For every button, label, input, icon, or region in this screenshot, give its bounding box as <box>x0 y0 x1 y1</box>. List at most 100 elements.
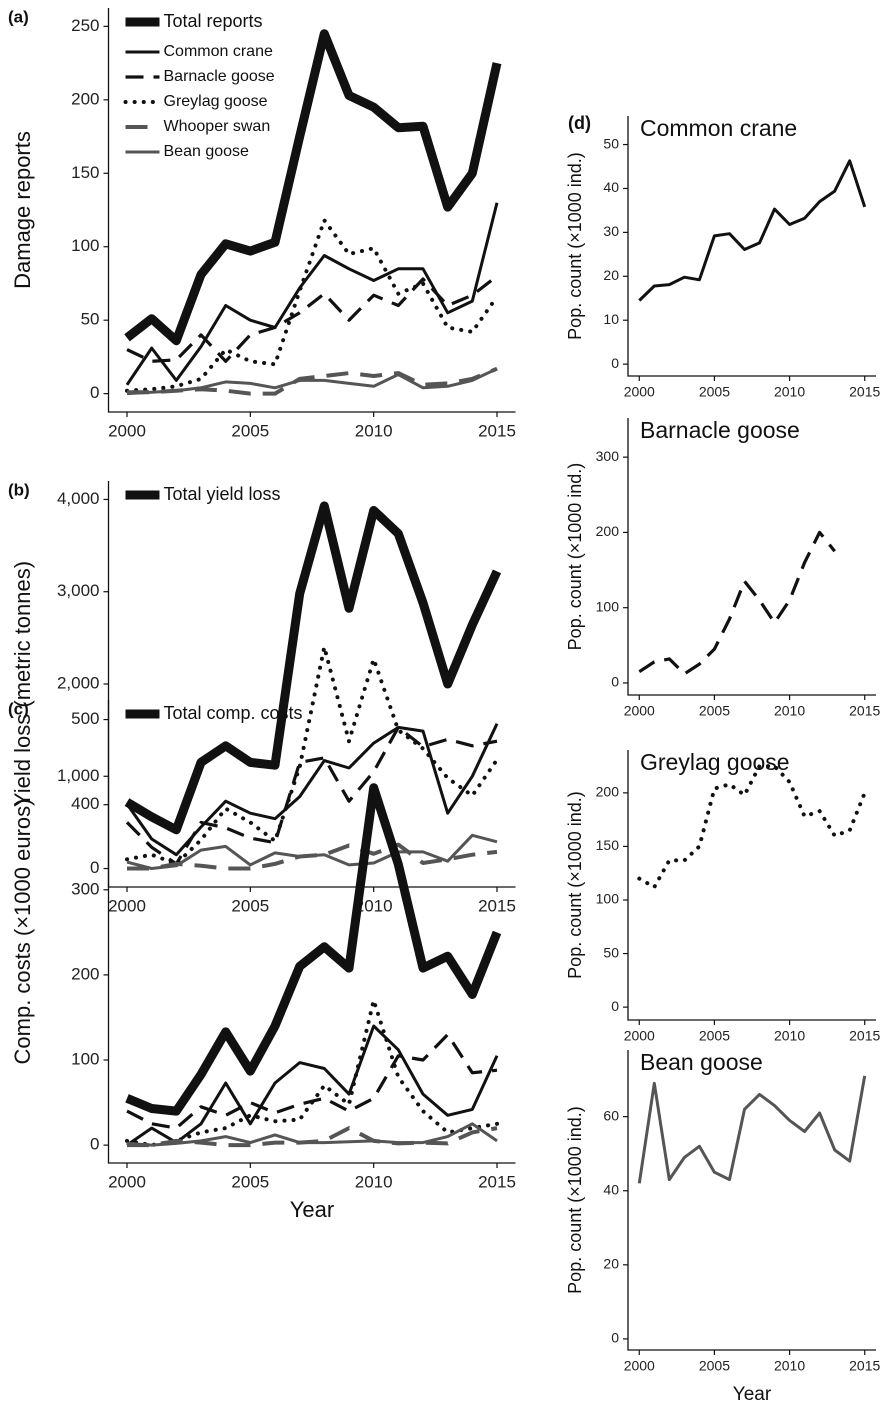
series-line <box>126 1024 499 1147</box>
y-tick-label: 50 <box>81 310 100 329</box>
x-tick-label: 2000 <box>624 1358 655 1374</box>
legend-label: Common crane <box>164 43 273 60</box>
y-tick-label: 100 <box>596 891 620 907</box>
panel-label: (c) <box>8 699 29 718</box>
legend-label: Whooper swan <box>164 118 271 135</box>
y-tick-label: 400 <box>71 794 99 813</box>
legend-label: Total reports <box>164 11 263 31</box>
axis-line <box>627 116 876 377</box>
y-tick-label: 20 <box>603 1256 619 1272</box>
x-tick-label: 2005 <box>231 421 269 440</box>
x-tick-label: 2010 <box>774 384 805 400</box>
series-line <box>124 29 502 346</box>
x-tick-label: 2015 <box>849 703 880 719</box>
x-tick-label: 2010 <box>774 1028 805 1044</box>
axis-line <box>107 8 516 413</box>
x-axis-label: Year <box>290 1197 334 1222</box>
y-tick-label: 0 <box>611 1330 619 1346</box>
y-tick-label: 3,000 <box>57 581 100 600</box>
y-tick-label: 40 <box>603 1181 619 1197</box>
series-line <box>125 725 498 866</box>
x-tick-label: 2005 <box>231 1172 269 1191</box>
panel-label: (d) <box>568 113 591 133</box>
series-line <box>124 501 502 835</box>
y-tick-label: 0 <box>611 674 619 690</box>
y-tick-label: 20 <box>603 267 619 283</box>
y-tick-label: 200 <box>596 523 620 539</box>
x-tick-label: 2015 <box>849 1028 880 1044</box>
y-tick-label: 60 <box>603 1107 619 1123</box>
panel-title: Greylag goose <box>640 749 790 775</box>
y-tick-label: 100 <box>596 598 620 614</box>
legend-label: Barnacle goose <box>164 68 275 85</box>
series-line <box>126 1032 498 1130</box>
y-tick-label: 500 <box>71 709 99 728</box>
y-tick-label: 0 <box>611 998 619 1014</box>
series-line <box>125 218 499 393</box>
axis-line <box>627 1050 876 1351</box>
x-tick-label: 2005 <box>699 1358 730 1374</box>
panel-title: Common crane <box>640 115 797 141</box>
x-tick-label: 2015 <box>849 1358 880 1374</box>
series-line <box>126 833 498 870</box>
series-line <box>125 645 499 866</box>
legend-label: Greylag goose <box>164 93 268 110</box>
y-axis-label: Yield loss (metric tonnes) <box>10 561 35 807</box>
x-tick-label: 2000 <box>108 896 146 915</box>
x-tick-label: 2000 <box>624 384 655 400</box>
x-axis-label: Year <box>733 1384 772 1405</box>
legend-label: Total yield loss <box>164 484 281 504</box>
panel-title: Bean goose <box>640 1049 763 1075</box>
series-line <box>125 723 499 857</box>
y-tick-label: 300 <box>596 448 620 464</box>
y-tick-label: 10 <box>603 311 619 327</box>
y-axis-label: Pop. count (×1000 ind.) <box>565 791 585 979</box>
y-tick-label: 30 <box>603 223 619 239</box>
series-line <box>126 367 498 396</box>
panel-label: (b) <box>8 480 30 499</box>
x-tick-label: 2010 <box>355 896 393 915</box>
legend-label: Bean goose <box>164 143 250 160</box>
x-tick-label: 2010 <box>774 1358 805 1374</box>
x-tick-label: 2015 <box>478 421 516 440</box>
x-tick-label: 2000 <box>108 1172 146 1191</box>
y-tick-label: 2,000 <box>57 673 100 692</box>
y-tick-label: 250 <box>71 16 99 35</box>
y-axis-label: Pop. count (×1000 ind.) <box>565 463 585 651</box>
y-tick-label: 0 <box>90 1135 99 1154</box>
y-tick-label: 0 <box>90 858 99 877</box>
x-tick-label: 2005 <box>699 384 730 400</box>
y-tick-label: 200 <box>596 784 620 800</box>
axis-line <box>627 418 876 696</box>
panel-title: Barnacle goose <box>640 417 800 443</box>
panel-label: (a) <box>8 7 29 26</box>
x-tick-label: 2010 <box>774 703 805 719</box>
axis-line <box>107 700 516 1164</box>
legend-label: Total comp. costs <box>164 703 303 723</box>
y-tick-label: 150 <box>596 837 620 853</box>
x-tick-label: 2000 <box>624 703 655 719</box>
y-tick-label: 40 <box>603 179 619 195</box>
y-tick-label: 100 <box>71 236 99 255</box>
y-tick-label: 50 <box>603 944 619 960</box>
x-tick-label: 2010 <box>355 1172 393 1191</box>
y-tick-label: 0 <box>90 383 99 402</box>
x-tick-label: 2000 <box>108 421 146 440</box>
y-axis-label: Pop. count (×1000 ind.) <box>565 1106 585 1294</box>
y-tick-label: 150 <box>71 163 99 182</box>
x-tick-label: 2010 <box>355 421 393 440</box>
x-tick-label: 2000 <box>624 1028 655 1044</box>
x-tick-label: 2015 <box>849 384 880 400</box>
y-tick-label: 50 <box>603 135 619 151</box>
y-tick-label: 100 <box>71 1050 99 1069</box>
series-line <box>126 1122 498 1147</box>
y-tick-label: 1,000 <box>57 766 100 785</box>
x-tick-label: 2005 <box>231 896 269 915</box>
x-tick-label: 2005 <box>699 1028 730 1044</box>
x-tick-label: 2015 <box>478 1172 516 1191</box>
x-tick-label: 2015 <box>478 896 516 915</box>
series-line <box>127 366 498 396</box>
series-line <box>638 530 836 676</box>
series-line <box>125 783 502 1116</box>
